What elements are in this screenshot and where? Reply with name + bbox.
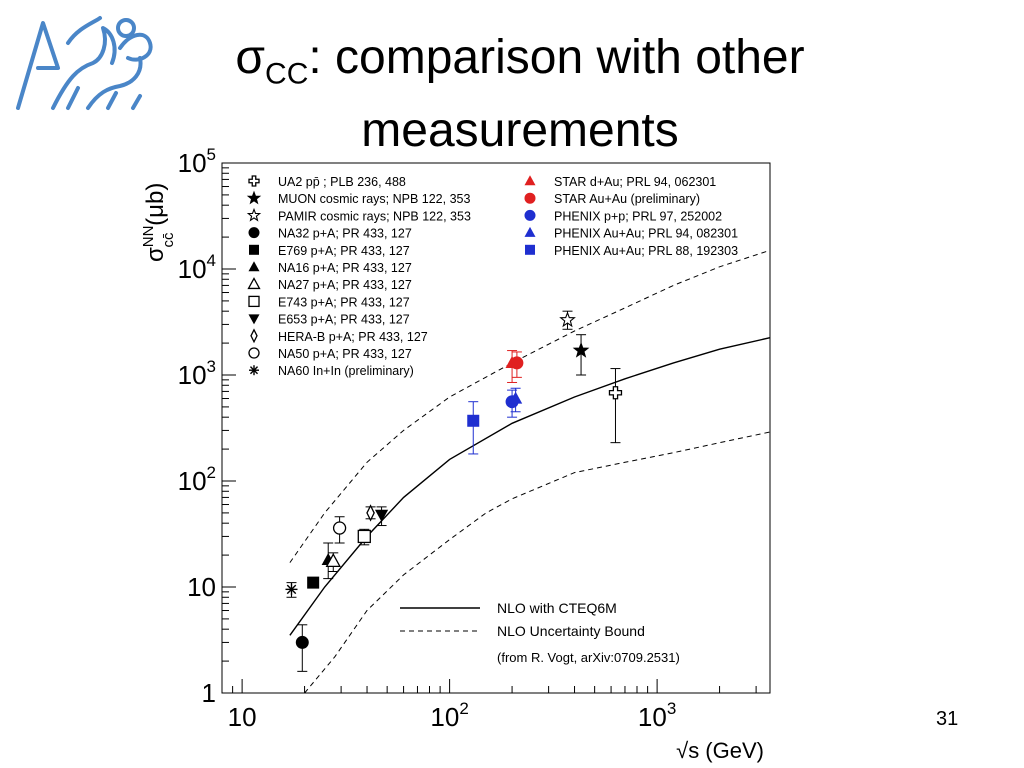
legend-source-note: (from R. Vogt, arXiv:0709.2531) <box>497 650 680 665</box>
x-axis-label: √s (GeV) <box>676 738 764 763</box>
legend-marker-5 <box>248 261 260 272</box>
legend-marker-9 <box>250 328 258 344</box>
legend-marker-2 <box>246 207 262 222</box>
legend-label-7: E743 p+A; PR 433, 127 <box>278 295 410 309</box>
data-point-16 <box>467 414 480 427</box>
data-point-9 <box>366 504 375 522</box>
legend-label-nlo: NLO with CTEQ6M <box>497 600 617 616</box>
x-tick-label: 102 <box>430 699 468 732</box>
x-tick-label: 10 <box>228 702 257 732</box>
legend-label-3: NA32 p+A; PR 433, 127 <box>278 227 412 241</box>
curve-nlo-central <box>289 337 771 636</box>
legend-marker-8 <box>248 314 260 325</box>
legend-label-15: PHENIX Au+Au; PRL 94, 082301 <box>554 227 738 241</box>
y-tick-label: 105 <box>178 145 216 178</box>
data-point-7 <box>357 529 371 544</box>
data-point-1 <box>572 341 590 358</box>
legend-label-13: STAR Au+Au (preliminary) <box>554 192 700 206</box>
title-subscript: CC <box>265 57 309 91</box>
legend-bottom: NLO with CTEQ6M NLO Uncertainty Bound (fro… <box>400 600 680 665</box>
legend-marker-0 <box>248 175 260 187</box>
legend-marker-1 <box>246 190 262 205</box>
legend-marker-13 <box>524 192 536 204</box>
legend-label-6: NA27 p+A; PR 433, 127 <box>278 278 412 292</box>
legend-marker-7 <box>248 295 260 308</box>
axis-ticks <box>221 162 757 694</box>
legend-marker-14 <box>524 209 536 221</box>
x-tick-label: 103 <box>638 699 676 732</box>
plot-frame <box>221 162 771 694</box>
data-point-4 <box>307 576 320 589</box>
y-axis-label: σNN cc̄ (μb) <box>140 183 177 262</box>
legend-label-0: UA2 pp̄ ; PLB 236, 488 <box>278 175 406 189</box>
data-point-13 <box>510 356 524 370</box>
legend-label-5: NA16 p+A; PR 433, 127 <box>278 261 412 275</box>
curve-nlo-bound-1 <box>289 249 771 563</box>
legend-label-8: E653 p+A; PR 433, 127 <box>278 313 410 327</box>
legend-marker-4 <box>249 244 259 255</box>
y-tick-label: 102 <box>178 463 216 496</box>
legend-label-2: PAMIR cosmic rays; NPB 122, 353 <box>278 209 471 223</box>
legend-marker-12 <box>524 175 536 186</box>
data-point-10 <box>332 521 347 535</box>
data-point-15 <box>509 391 523 404</box>
legend-top: UA2 pp̄ ; PLB 236, 488 MUON cosmic rays; … <box>246 175 738 378</box>
legend-label-12: STAR d+Au; PRL 94, 062301 <box>554 175 716 189</box>
legend-marker-16 <box>525 244 535 255</box>
theory-curves <box>289 249 771 694</box>
legend-label-1: MUON cosmic rays; NPB 122, 353 <box>278 192 470 206</box>
curve-nlo-bound-2 <box>304 431 771 694</box>
data-point-8 <box>374 509 389 522</box>
legend-marker-10 <box>248 347 260 359</box>
data-points <box>285 310 623 672</box>
legend-label-14: PHENIX p+p; PRL 97, 252002 <box>554 209 722 223</box>
y-tick-label: 103 <box>178 357 216 390</box>
data-point-2 <box>559 311 576 328</box>
legend-label-16: PHENIX Au+Au; PRL 88, 192303 <box>554 244 738 258</box>
y-tick-label: 10 <box>187 572 216 602</box>
legend-label-10: NA50 p+A; PR 433, 127 <box>278 347 412 361</box>
y-tick-label: 1 <box>202 678 216 708</box>
data-point-11 <box>285 583 298 596</box>
data-point-3 <box>295 635 309 649</box>
y-tick-label: 104 <box>178 251 216 284</box>
axis-labels: 10 102 103 1 10 102 103 104 105 √s (GeV) σNN cc̄ (μ… <box>140 145 764 763</box>
page-number: 31 <box>936 708 959 730</box>
legend-label-9: HERA-B p+A; PR 433, 127 <box>278 330 428 344</box>
university-lion-logo-icon <box>16 16 153 110</box>
slide-title: σCC: comparison with other measurements <box>150 30 890 159</box>
legend-marker-15 <box>524 226 536 237</box>
legend-marker-11 <box>249 365 259 376</box>
data-point-0 <box>608 386 623 400</box>
legend-marker-6 <box>247 277 261 290</box>
legend-label-11: NA60 In+In (preliminary) <box>278 364 414 378</box>
legend-marker-3 <box>248 227 260 239</box>
title-text: : comparison with other measurements <box>308 31 805 157</box>
title-symbol: σ <box>235 31 266 84</box>
legend-label-bound: NLO Uncertainty Bound <box>497 623 645 639</box>
legend-label-4: E769 p+A; PR 433, 127 <box>278 244 410 258</box>
data-point-6 <box>325 552 341 567</box>
